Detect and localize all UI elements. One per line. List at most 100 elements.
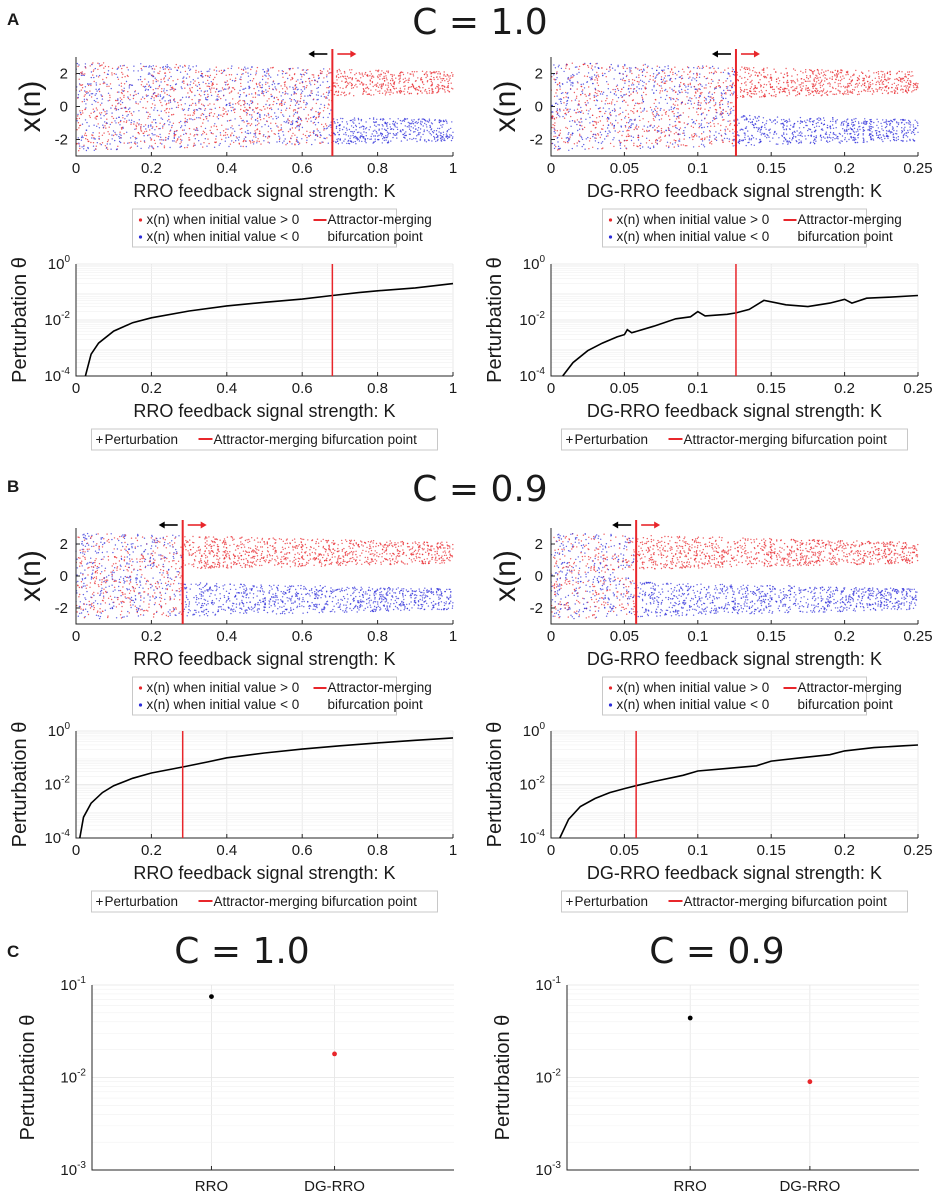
negative-point <box>744 132 746 134</box>
negative-point <box>715 117 718 119</box>
negative-point <box>151 132 153 135</box>
positive-point <box>605 76 607 78</box>
positive-point <box>267 90 269 93</box>
negative-point <box>914 119 916 122</box>
positive-point <box>848 78 851 81</box>
negative-point <box>373 135 375 137</box>
negative-point <box>709 107 711 109</box>
positive-point <box>266 100 268 102</box>
positive-point <box>906 79 909 82</box>
positive-point <box>880 70 882 73</box>
negative-point <box>651 112 654 114</box>
positive-point <box>240 76 242 78</box>
negative-point <box>187 114 189 117</box>
negative-point <box>903 128 905 130</box>
positive-point <box>663 131 665 133</box>
positive-point <box>107 100 109 102</box>
negative-point <box>399 119 402 122</box>
negative-point <box>193 135 195 137</box>
positive-point <box>809 76 812 78</box>
positive-point <box>447 80 449 83</box>
positive-point <box>860 71 863 73</box>
positive-point <box>123 64 125 67</box>
positive-point <box>655 89 658 92</box>
positive-point <box>642 91 645 94</box>
positive-point <box>424 88 427 91</box>
positive-point <box>826 90 829 92</box>
positive-point <box>402 73 405 76</box>
positive-point <box>809 75 811 77</box>
negative-point <box>89 116 92 119</box>
negative-point <box>124 76 126 78</box>
negative-point <box>355 136 358 138</box>
positive-point <box>845 93 847 95</box>
positive-point <box>630 119 633 121</box>
positive-point <box>905 85 907 87</box>
positive-point <box>640 68 642 71</box>
positive-point <box>681 91 683 93</box>
positive-point <box>440 81 442 84</box>
positive-point <box>215 70 218 72</box>
positive-point <box>267 73 270 75</box>
positive-point <box>129 99 131 101</box>
positive-point <box>853 89 856 91</box>
positive-point <box>443 71 445 73</box>
negative-point <box>904 119 906 121</box>
negative-point <box>280 111 282 114</box>
positive-point <box>788 89 790 91</box>
negative-point <box>729 130 731 132</box>
positive-point <box>881 92 884 95</box>
negative-point <box>886 123 888 126</box>
legend-negative-marker <box>138 235 143 239</box>
negative-point <box>864 123 866 125</box>
negative-point <box>340 117 342 120</box>
negative-point <box>263 140 265 142</box>
negative-point <box>440 139 442 141</box>
positive-point <box>878 77 880 80</box>
negative-point <box>184 122 186 124</box>
negative-point <box>98 63 101 65</box>
negative-point <box>360 132 362 134</box>
positive-point <box>293 91 295 93</box>
positive-point <box>246 103 249 105</box>
positive-point <box>591 69 594 71</box>
negative-point <box>408 128 411 130</box>
positive-point <box>802 72 804 74</box>
negative-point <box>155 80 157 83</box>
negative-point <box>435 136 438 139</box>
positive-point <box>623 80 625 82</box>
positive-point <box>110 148 112 150</box>
negative-point <box>789 142 792 144</box>
negative-point <box>783 118 785 121</box>
negative-point <box>122 114 124 117</box>
positive-point <box>273 97 275 99</box>
negative-point <box>667 75 669 77</box>
positive-point <box>412 84 414 86</box>
negative-point <box>93 149 96 151</box>
negative-point <box>446 134 448 137</box>
negative-point <box>887 135 890 137</box>
negative-point <box>142 106 144 109</box>
negative-point <box>339 128 341 130</box>
negative-point <box>400 129 402 131</box>
negative-point <box>311 107 314 109</box>
positive-point <box>675 118 678 120</box>
negative-point <box>688 107 690 110</box>
negative-point <box>406 118 409 120</box>
positive-point <box>448 76 450 78</box>
negative-point <box>756 117 759 119</box>
positive-point <box>202 122 204 124</box>
negative-point <box>772 120 775 122</box>
negative-point <box>799 134 801 137</box>
positive-point <box>644 86 646 89</box>
negative-point <box>160 110 162 112</box>
positive-point <box>632 110 634 113</box>
positive-point <box>347 82 349 84</box>
negative-point <box>200 143 202 145</box>
positive-point <box>719 86 721 89</box>
positive-point <box>437 78 439 81</box>
negative-point <box>227 110 229 112</box>
negative-point <box>812 141 815 143</box>
positive-point <box>663 77 666 79</box>
positive-point <box>182 66 184 68</box>
